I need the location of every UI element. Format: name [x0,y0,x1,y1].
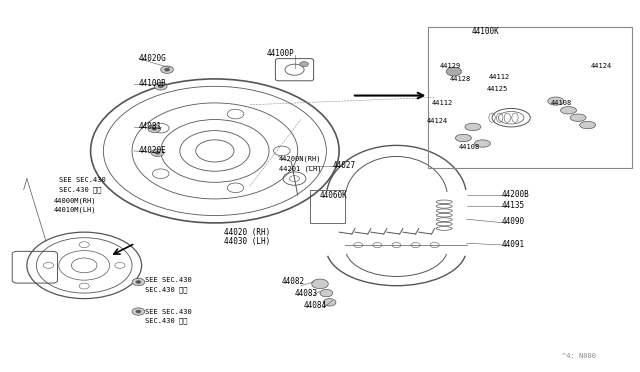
Text: 44100K: 44100K [472,27,500,36]
Text: 44124: 44124 [591,63,612,69]
Text: 44090: 44090 [502,217,525,226]
Circle shape [155,151,160,154]
Text: 44108: 44108 [550,100,572,106]
Text: 44020 (RH): 44020 (RH) [225,228,271,237]
Circle shape [312,279,328,289]
Text: 44027: 44027 [333,161,356,170]
Text: 44112: 44112 [489,74,510,80]
Text: 44060K: 44060K [320,192,348,201]
Circle shape [136,310,141,313]
Text: 44112: 44112 [431,100,452,106]
Text: 44091: 44091 [502,240,525,249]
Circle shape [154,83,167,90]
Ellipse shape [561,107,577,114]
Circle shape [132,308,145,315]
Circle shape [161,66,173,73]
Text: SEE SEC.430: SEE SEC.430 [59,177,106,183]
Ellipse shape [456,134,471,142]
Ellipse shape [548,97,564,105]
Ellipse shape [474,140,490,147]
Circle shape [320,289,333,297]
Circle shape [158,85,163,88]
Text: 44000M(RH): 44000M(RH) [54,198,96,204]
Ellipse shape [580,121,596,129]
Circle shape [164,68,170,71]
Text: SEC.430 参照: SEC.430 参照 [145,286,188,293]
Circle shape [446,67,461,76]
Text: 44135: 44135 [502,201,525,210]
Circle shape [148,125,161,132]
Text: 44020E: 44020E [138,146,166,155]
Circle shape [300,62,308,67]
Circle shape [151,149,164,157]
Text: 44082: 44082 [282,278,305,286]
Text: 44083: 44083 [294,289,317,298]
Text: 44100B: 44100B [138,79,166,88]
Text: SEC.430 参照: SEC.430 参照 [145,317,188,324]
Text: 44200B: 44200B [502,190,529,199]
Text: SEE SEC.430: SEE SEC.430 [145,277,191,283]
Circle shape [152,127,157,130]
Text: 44010M(LH): 44010M(LH) [54,207,96,213]
Text: 44124: 44124 [427,118,448,124]
Text: SEC.430 参照: SEC.430 参照 [59,186,101,193]
Text: ^4: N000: ^4: N000 [562,353,596,359]
Bar [310,190,346,223]
Text: 44108: 44108 [459,144,480,150]
Ellipse shape [465,123,481,131]
Text: 44100P: 44100P [267,49,295,58]
Circle shape [132,278,145,286]
Text: 44081: 44081 [138,122,161,131]
Text: SEE SEC.430: SEE SEC.430 [145,308,191,315]
Text: 44030 (LH): 44030 (LH) [225,237,271,246]
Ellipse shape [570,114,586,121]
Text: 44125: 44125 [487,86,508,92]
Circle shape [323,299,336,306]
Text: 44201 (LH): 44201 (LH) [278,165,321,171]
Text: 44129: 44129 [440,63,461,69]
Text: 44020G: 44020G [138,54,166,63]
Text: 44200N(RH): 44200N(RH) [278,155,321,161]
Text: 44084: 44084 [304,301,327,311]
Text: 44128: 44128 [449,76,470,82]
Circle shape [136,280,141,283]
Bar [428,27,632,167]
